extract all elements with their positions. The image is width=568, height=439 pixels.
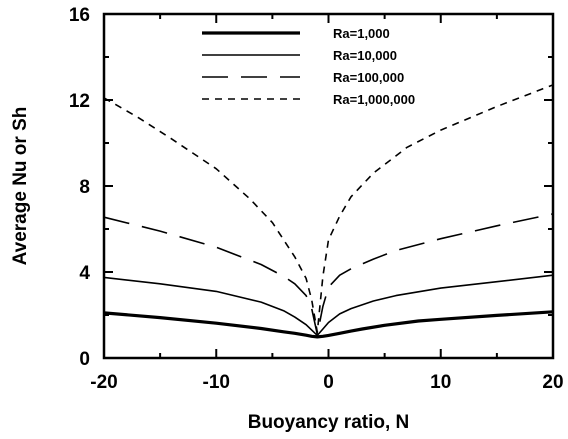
legend-label: Ra=10,000 xyxy=(333,48,397,63)
x-axis-title: Buoyancy ratio, N xyxy=(248,412,410,433)
legend: Ra=1,000 Ra=10,000 Ra=100,000 Ra=1,000,000 xyxy=(202,26,415,107)
x-tick-labels: -20 -10 0 10 20 xyxy=(90,372,563,393)
series-line xyxy=(103,274,554,337)
y-tick-label: 12 xyxy=(69,91,90,112)
x-tick-label: 20 xyxy=(542,372,563,393)
x-tick-label: 10 xyxy=(430,372,451,393)
series-lines xyxy=(103,84,554,339)
y-axis-title: Average Nu or Sh xyxy=(10,107,31,266)
plot-frame xyxy=(102,12,555,360)
axis-ticks xyxy=(103,13,554,359)
legend-label: Ra=100,000 xyxy=(333,70,404,85)
y-tick-label: 4 xyxy=(79,263,90,284)
y-tick-labels: 0 4 8 12 16 xyxy=(69,5,91,370)
y-tick-label: 8 xyxy=(79,177,90,198)
legend-label: Ra=1,000,000 xyxy=(333,92,415,107)
legend-label: Ra=1,000 xyxy=(333,26,390,41)
y-tick-label: 16 xyxy=(69,5,90,26)
x-tick-label: -10 xyxy=(203,372,230,393)
series-line xyxy=(103,84,554,333)
series-line xyxy=(103,310,554,339)
x-tick-label: 0 xyxy=(323,372,334,393)
series-line xyxy=(103,213,554,336)
y-tick-label: 0 xyxy=(79,349,90,370)
x-tick-label: -20 xyxy=(90,372,117,393)
